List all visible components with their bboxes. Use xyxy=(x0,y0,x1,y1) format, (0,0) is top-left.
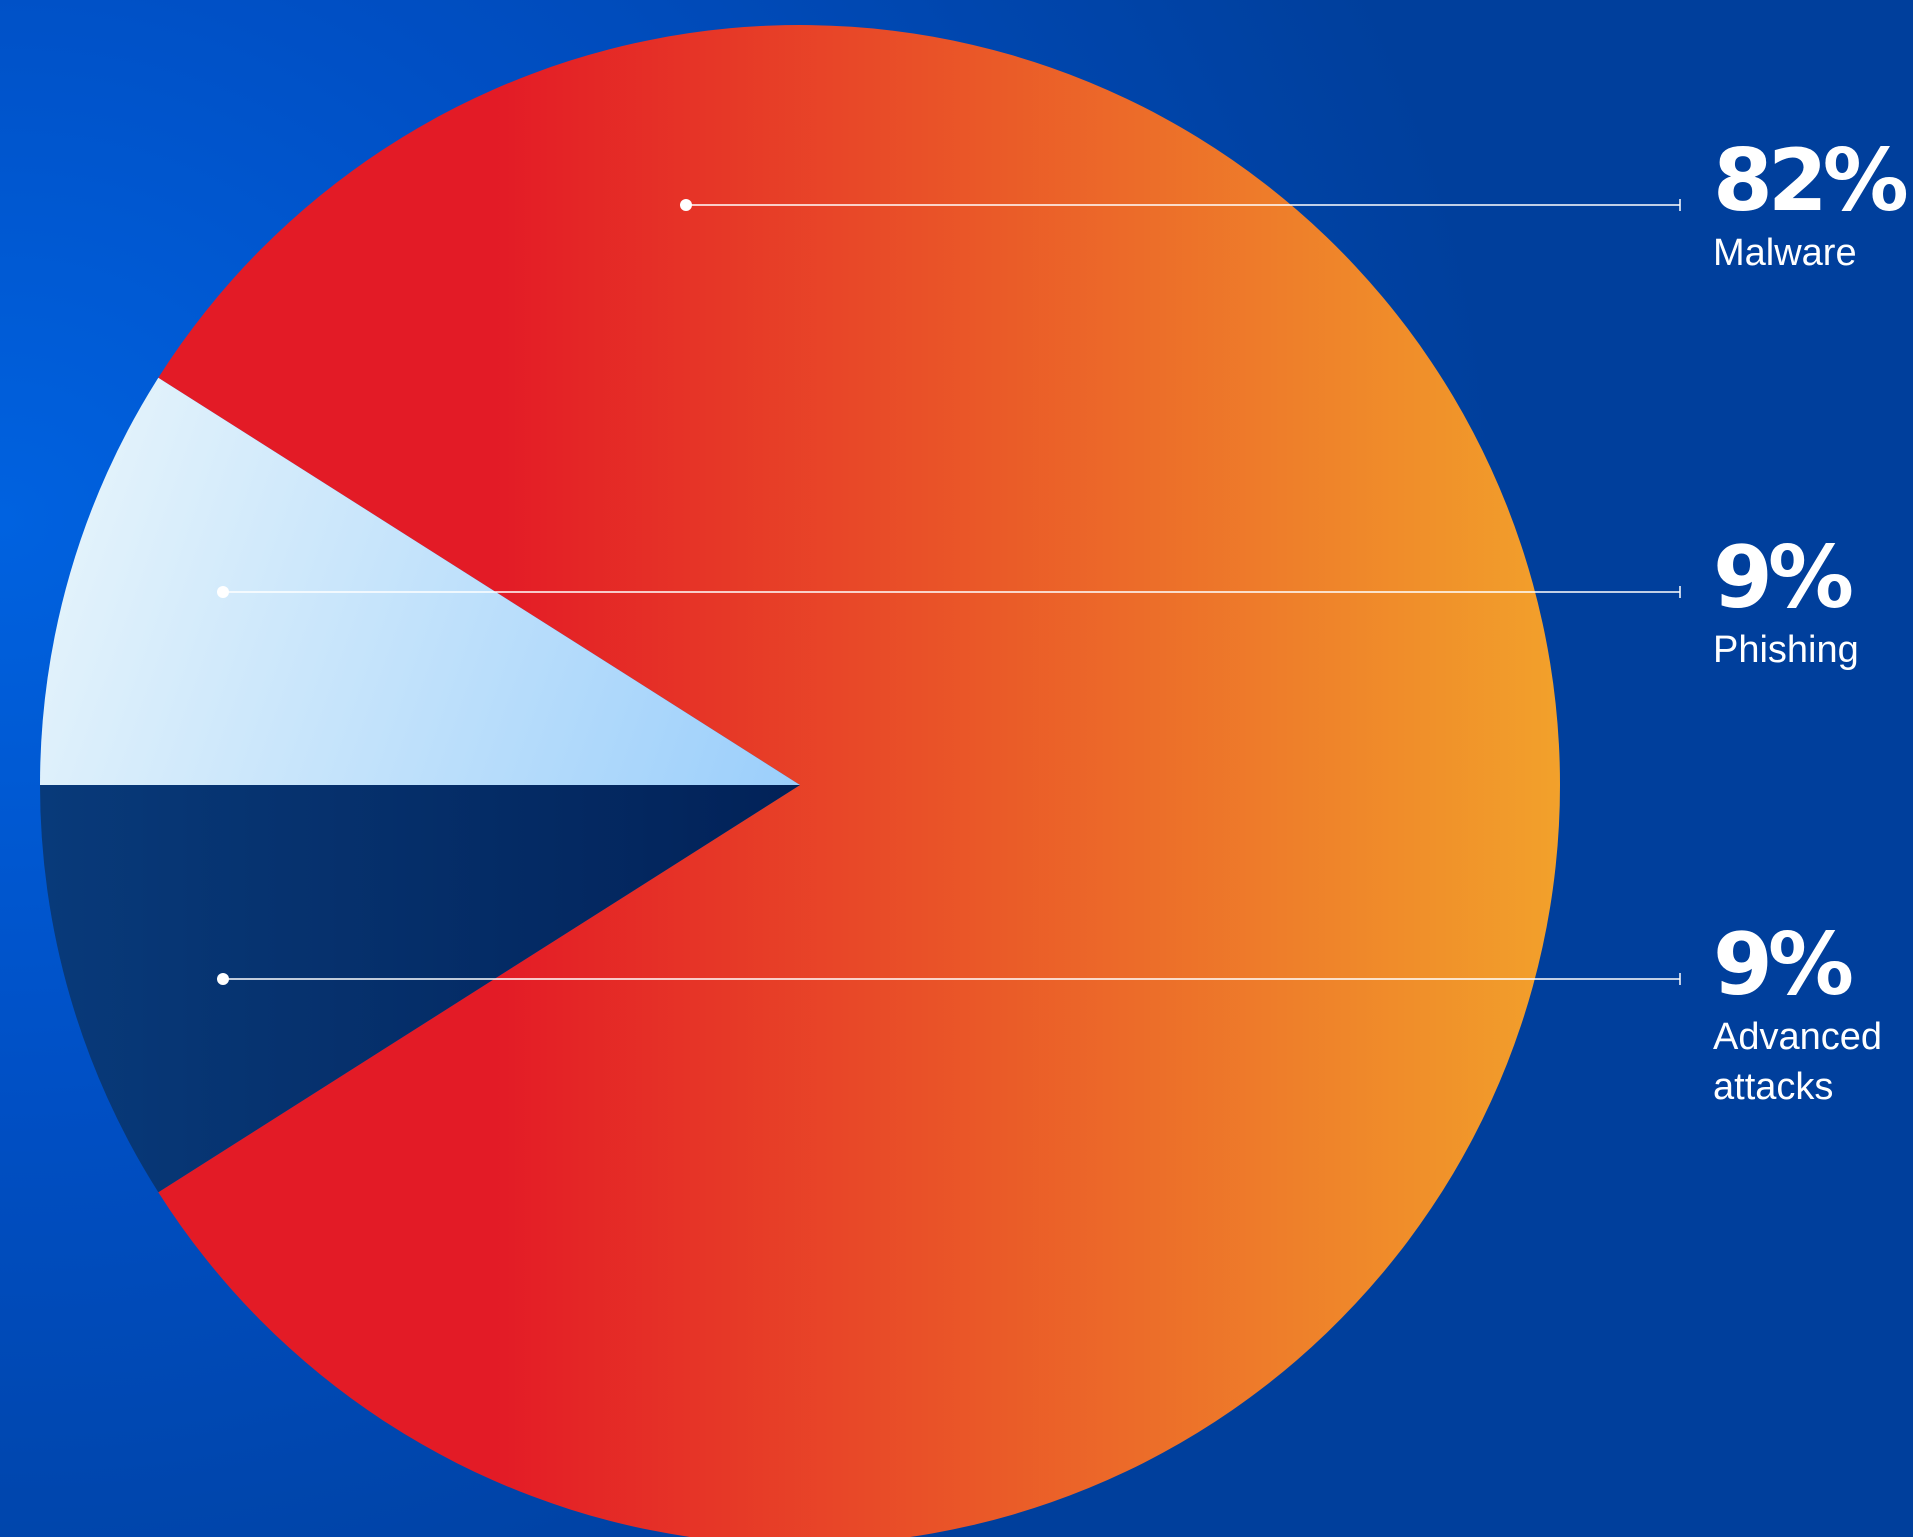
pie-slice-malware xyxy=(158,25,1560,1537)
legend-item-malware: 82% Malware xyxy=(1713,138,1913,278)
legend-label-advanced-attacks: Advanced attacks xyxy=(1713,1016,1883,1108)
leader-line-phishing xyxy=(217,586,1681,598)
leader-dot-phishing xyxy=(217,586,229,598)
legend-label-phishing: Phishing xyxy=(1713,629,1859,671)
legend-item-phishing: 9% Phishing xyxy=(1713,535,1913,675)
legend-value-malware: 82% xyxy=(1713,131,1909,231)
legend-label-malware: Malware xyxy=(1713,232,1857,274)
legend-value-phishing: 9% xyxy=(1713,528,1854,628)
leader-line-advanced-attacks xyxy=(217,973,1681,985)
leader-dot-advanced-attacks xyxy=(217,973,229,985)
pie-slice-advanced-attacks xyxy=(40,785,800,1193)
pie-slice-phishing xyxy=(40,377,800,785)
legend-value-advanced-attacks: 9% xyxy=(1713,915,1854,1015)
leader-line-malware xyxy=(680,199,1681,211)
legend-item-advanced-attacks: 9% Advanced attacks xyxy=(1713,922,1913,1112)
leader-dot-malware xyxy=(680,199,692,211)
